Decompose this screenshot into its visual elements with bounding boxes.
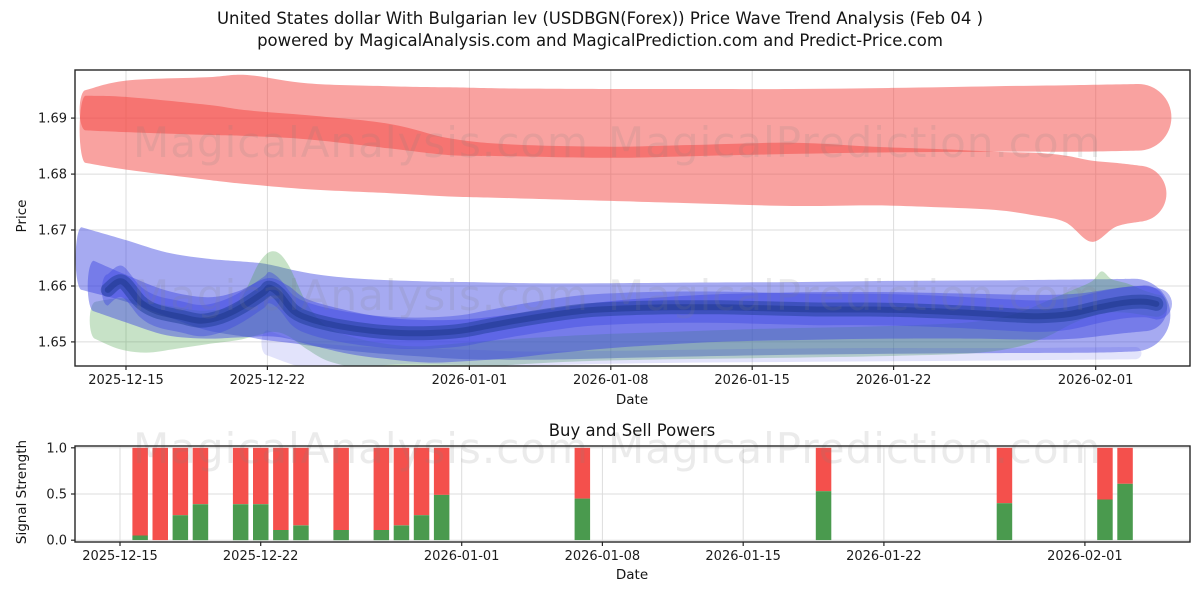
signal-panel-title: Buy and Sell Powers <box>548 421 716 440</box>
bar-buy-segment <box>413 515 430 541</box>
x-tick-label: 2026-01-08 <box>565 549 641 564</box>
bar-sell-segment <box>393 447 410 526</box>
bar-sell-segment <box>996 447 1013 504</box>
bar-sell-segment <box>333 447 349 530</box>
figure-title: United States dollar With Bulgarian lev … <box>216 9 984 28</box>
price-core-line <box>104 278 1160 337</box>
x-tick-label: 2025-12-15 <box>82 549 158 564</box>
price-date-axis-label: Date <box>615 392 649 408</box>
bar-sell-segment <box>232 447 249 505</box>
watermark-analysis: MagicalAnalysis.com <box>133 271 589 320</box>
bar-sell-segment <box>1097 447 1113 500</box>
x-tick-label: 2026-02-01 <box>1047 549 1123 564</box>
bar-sell-segment <box>253 447 269 505</box>
bar-buy-segment <box>1117 483 1133 541</box>
y-tick-label: 0.5 <box>46 488 67 503</box>
bar-buy-segment <box>132 535 148 541</box>
bar-buy-segment <box>373 530 390 541</box>
bar-buy-segment <box>574 498 591 541</box>
bar-buy-segment <box>815 491 832 541</box>
figure-subtitle: powered by MagicalAnalysis.com and Magic… <box>257 31 943 50</box>
bar-buy-segment <box>333 530 349 541</box>
x-tick-label: 2026-01-01 <box>432 373 508 388</box>
blue-band-wash <box>261 330 1142 366</box>
y-tick-label: 0.0 <box>46 534 67 549</box>
y-tick-label: 1.0 <box>46 441 67 456</box>
bar-sell-segment <box>172 447 189 516</box>
bar-sell-segment <box>815 447 832 492</box>
bar-sell-segment <box>273 447 289 530</box>
y-tick-label: 1.65 <box>38 335 67 350</box>
bar-buy-segment <box>996 503 1013 541</box>
bar-buy-segment <box>1097 499 1113 541</box>
green-band <box>89 251 1168 366</box>
bar-buy-segment <box>172 515 189 541</box>
x-tick-label: 2026-01-22 <box>856 373 932 388</box>
blue-band-mid <box>87 260 1168 363</box>
bar-buy-segment <box>273 530 289 541</box>
bar-buy-segment <box>232 504 249 541</box>
watermark-prediction: MagicalPrediction.com <box>608 271 1102 320</box>
red-band-upper <box>79 74 1172 158</box>
bar-sell-segment <box>433 447 450 495</box>
x-tick-label: 2026-01-15 <box>705 549 781 564</box>
x-tick-label: 2026-01-01 <box>424 549 500 564</box>
bar-buy-segment <box>433 494 450 541</box>
signal-date-axis-label: Date <box>615 567 649 583</box>
y-tick-label: 1.69 <box>38 112 67 127</box>
x-tick-label: 2026-01-08 <box>573 373 649 388</box>
watermark-prediction: MagicalPrediction.com <box>608 424 1102 473</box>
price-core-line-halo <box>100 274 1164 341</box>
watermark-analysis: MagicalAnalysis.com <box>133 118 589 167</box>
bar-sell-segment <box>152 447 168 541</box>
bar-sell-segment <box>373 447 390 530</box>
bar-buy-segment <box>293 525 309 541</box>
bar-buy-segment <box>393 525 410 541</box>
watermark-analysis: MagicalAnalysis.com <box>133 424 589 473</box>
bar-sell-segment <box>1117 447 1133 484</box>
axes-frame <box>74 69 1191 367</box>
blue-band-inner <box>101 265 1173 349</box>
watermark-prediction: MagicalPrediction.com <box>608 118 1102 167</box>
bar-sell-segment <box>413 447 430 516</box>
x-tick-label: 2025-12-15 <box>88 373 164 388</box>
bar-sell-segment <box>293 447 309 526</box>
y-tick-label: 1.67 <box>38 224 67 239</box>
price-axis-label: Price <box>14 199 30 233</box>
bar-sell-segment <box>192 447 209 505</box>
signal-axis-label: Signal Strength <box>14 439 30 545</box>
y-tick-label: 1.66 <box>38 280 67 295</box>
bar-buy-segment <box>192 504 209 541</box>
bar-buy-segment <box>253 504 269 541</box>
x-tick-label: 2026-01-22 <box>846 549 922 564</box>
blue-band-outer <box>75 227 1171 360</box>
x-tick-label: 2025-12-22 <box>230 373 306 388</box>
x-tick-label: 2026-01-15 <box>714 373 790 388</box>
bar-sell-segment <box>574 447 591 499</box>
bar-sell-segment <box>132 447 148 536</box>
y-tick-label: 1.68 <box>38 168 67 183</box>
x-tick-label: 2025-12-22 <box>223 549 299 564</box>
x-tick-label: 2026-02-01 <box>1058 373 1134 388</box>
